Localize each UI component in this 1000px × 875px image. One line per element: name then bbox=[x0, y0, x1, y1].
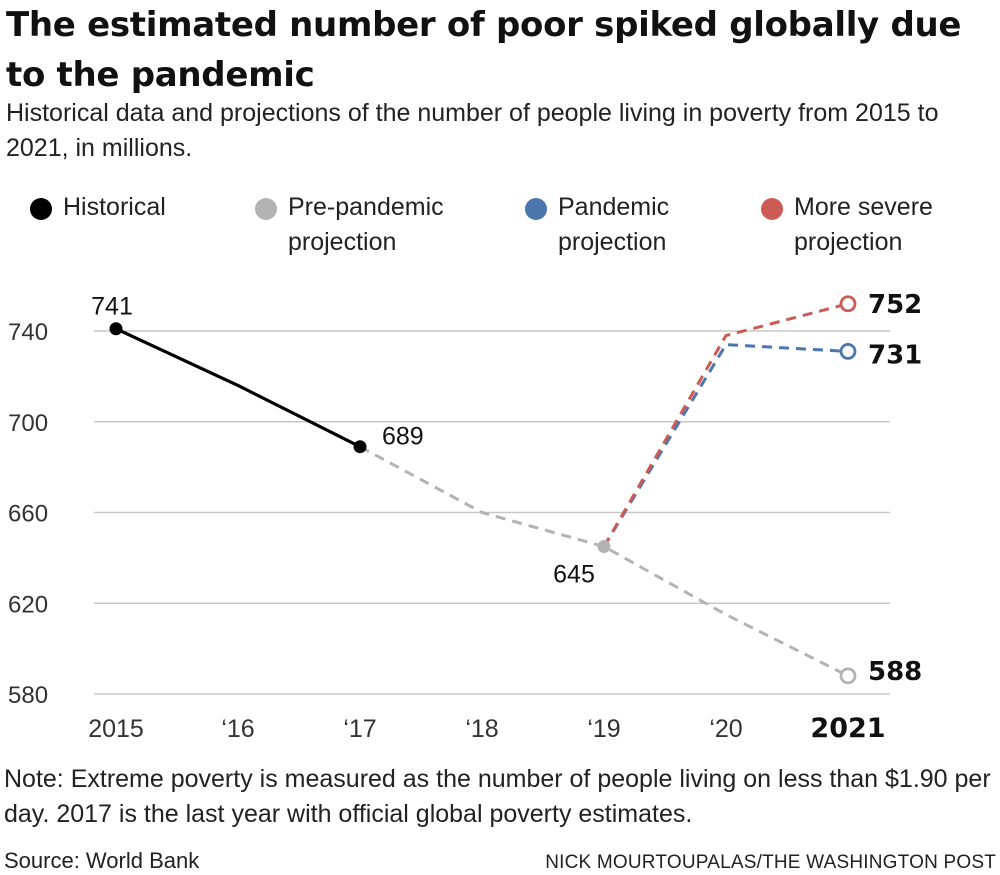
data-point-pre-pandemic-projection-2019 bbox=[597, 540, 611, 554]
legend-swatch-more-severe bbox=[761, 198, 783, 220]
x-tick-label-2015: 2015 bbox=[88, 715, 144, 743]
label-layer: 741 689 645 752 731 588 bbox=[91, 290, 922, 687]
data-label-741: 741 bbox=[91, 293, 133, 321]
x-tick-label-2020: ‘20 bbox=[709, 715, 742, 743]
source-credit: Source: World Bank bbox=[4, 848, 200, 873]
data-point-pre-pandemic-projection-2021 bbox=[839, 667, 857, 685]
series-line-more-severe-projection bbox=[602, 302, 849, 548]
legend-label-more-severe: More severe projection bbox=[794, 193, 933, 256]
x-tick-label-2017: ‘17 bbox=[343, 715, 376, 743]
y-tick-label-620: 620 bbox=[8, 591, 48, 618]
data-point-historical-2015 bbox=[109, 322, 123, 336]
series-line-pandemic-projection bbox=[602, 343, 849, 548]
x-tick-label-2019: ‘19 bbox=[587, 715, 620, 743]
legend-swatch-historical bbox=[30, 198, 52, 220]
y-tick-label-740: 740 bbox=[8, 319, 48, 346]
grid-layer: 580 620 660 700 740 2015 ‘16 ‘17 ‘18 ‘19 ‘20 2021 bbox=[8, 319, 890, 744]
data-point-pandemic-projection-2021 bbox=[839, 343, 857, 360]
data-label-731: 731 bbox=[868, 340, 922, 370]
data-label-588: 588 bbox=[868, 657, 922, 687]
data-point-more-severe-projection-2021 bbox=[839, 295, 857, 313]
legend-swatch-pandemic bbox=[525, 198, 547, 220]
y-tick-label-700: 700 bbox=[8, 410, 48, 437]
y-tick-label-580: 580 bbox=[8, 682, 48, 709]
chart-title: The estimated number of poor spiked glob… bbox=[6, 5, 962, 95]
chart-subtitle: Historical data and projections of the n… bbox=[6, 99, 939, 162]
marker-layer bbox=[109, 295, 857, 685]
y-tick-label-660: 660 bbox=[8, 501, 48, 528]
x-tick-label-2016: ‘16 bbox=[221, 715, 254, 743]
data-label-645: 645 bbox=[553, 561, 595, 589]
data-label-752: 752 bbox=[868, 290, 922, 320]
poverty-line-chart: 580 620 660 700 740 2015 ‘16 ‘17 ‘18 ‘19 ‘20 2021 7… bbox=[8, 290, 922, 744]
line-layer bbox=[115, 302, 849, 678]
legend-label-pandemic: Pandemic projection bbox=[558, 193, 670, 256]
legend-swatch-pre-pandemic bbox=[255, 198, 277, 220]
legend-label-pre-pandemic: Pre-pandemic projection bbox=[288, 193, 444, 256]
series-line-pre-pandemic-projection bbox=[359, 445, 849, 678]
x-tick-label-2018: ‘18 bbox=[465, 715, 498, 743]
data-point-historical-2017 bbox=[353, 440, 367, 454]
x-tick-label-2021: 2021 bbox=[810, 713, 885, 744]
legend-label-historical: Historical bbox=[63, 193, 166, 221]
footnote: Note: Extreme poverty is measured as the… bbox=[4, 765, 991, 828]
data-label-689: 689 bbox=[382, 423, 424, 451]
series-line-historical bbox=[115, 327, 361, 449]
byline-credit: NICK MOURTOUPALAS/THE WASHINGTON POST bbox=[545, 852, 996, 873]
